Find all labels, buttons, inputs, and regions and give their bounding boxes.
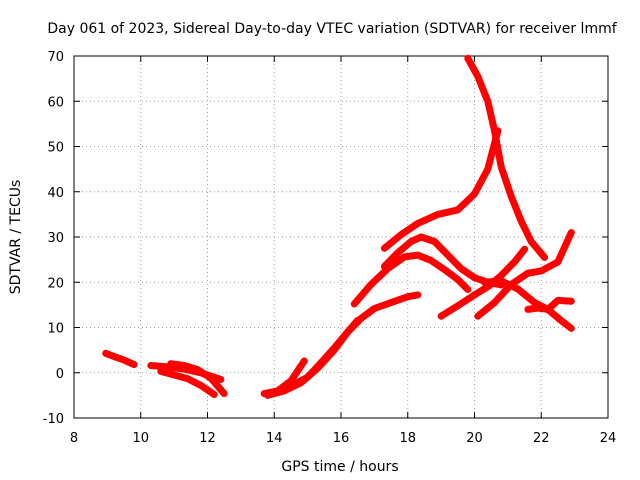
- x-tick-label: 14: [266, 431, 283, 446]
- y-tick-label: 30: [47, 231, 64, 246]
- x-tick-label: 22: [533, 431, 550, 446]
- y-tick-label: 20: [47, 276, 64, 291]
- series-track-m: [474, 229, 575, 320]
- series-track-c: [157, 367, 218, 398]
- x-tick-label: 20: [466, 431, 483, 446]
- series-track-o: [524, 296, 575, 313]
- x-axis-label: GPS time / hours: [281, 459, 398, 475]
- x-tick-label: 12: [199, 431, 216, 446]
- y-axis-label: SDTVAR / TECUs: [8, 180, 24, 295]
- y-tick-label: 50: [47, 141, 64, 156]
- y-tick-labels: -10 0 10 20 30 40 50 60 70: [43, 50, 64, 427]
- x-tick-labels: 8 10 12 14 16 18 20 22 24: [70, 431, 616, 446]
- x-tick-label: 8: [70, 431, 78, 446]
- series-track-a: [102, 349, 138, 369]
- x-tick-label: 24: [600, 431, 617, 446]
- series-track-g: [290, 316, 362, 388]
- x-tick-label: 10: [132, 431, 149, 446]
- y-tick-label: 0: [56, 367, 64, 382]
- x-tick-label: 18: [399, 431, 416, 446]
- y-tick-label: 10: [47, 322, 64, 337]
- data-series: [102, 54, 575, 399]
- chart-title: Day 061 of 2023, Sidereal Day-to-day VTE…: [47, 21, 617, 37]
- series-track-n: [481, 277, 575, 332]
- series-track-h: [350, 251, 472, 308]
- y-tick-label: 40: [47, 186, 64, 201]
- y-tick-label: -10: [43, 412, 64, 427]
- series-track-j: [380, 127, 502, 252]
- series-track-d: [167, 360, 228, 398]
- series-track-i: [380, 233, 505, 289]
- y-tick-label: 60: [47, 95, 64, 110]
- y-tick-label: 70: [47, 50, 64, 65]
- series-track-l: [437, 245, 529, 320]
- x-tick-label: 16: [333, 431, 350, 446]
- axis-ticks: [73, 55, 609, 419]
- series-track-k: [464, 54, 549, 261]
